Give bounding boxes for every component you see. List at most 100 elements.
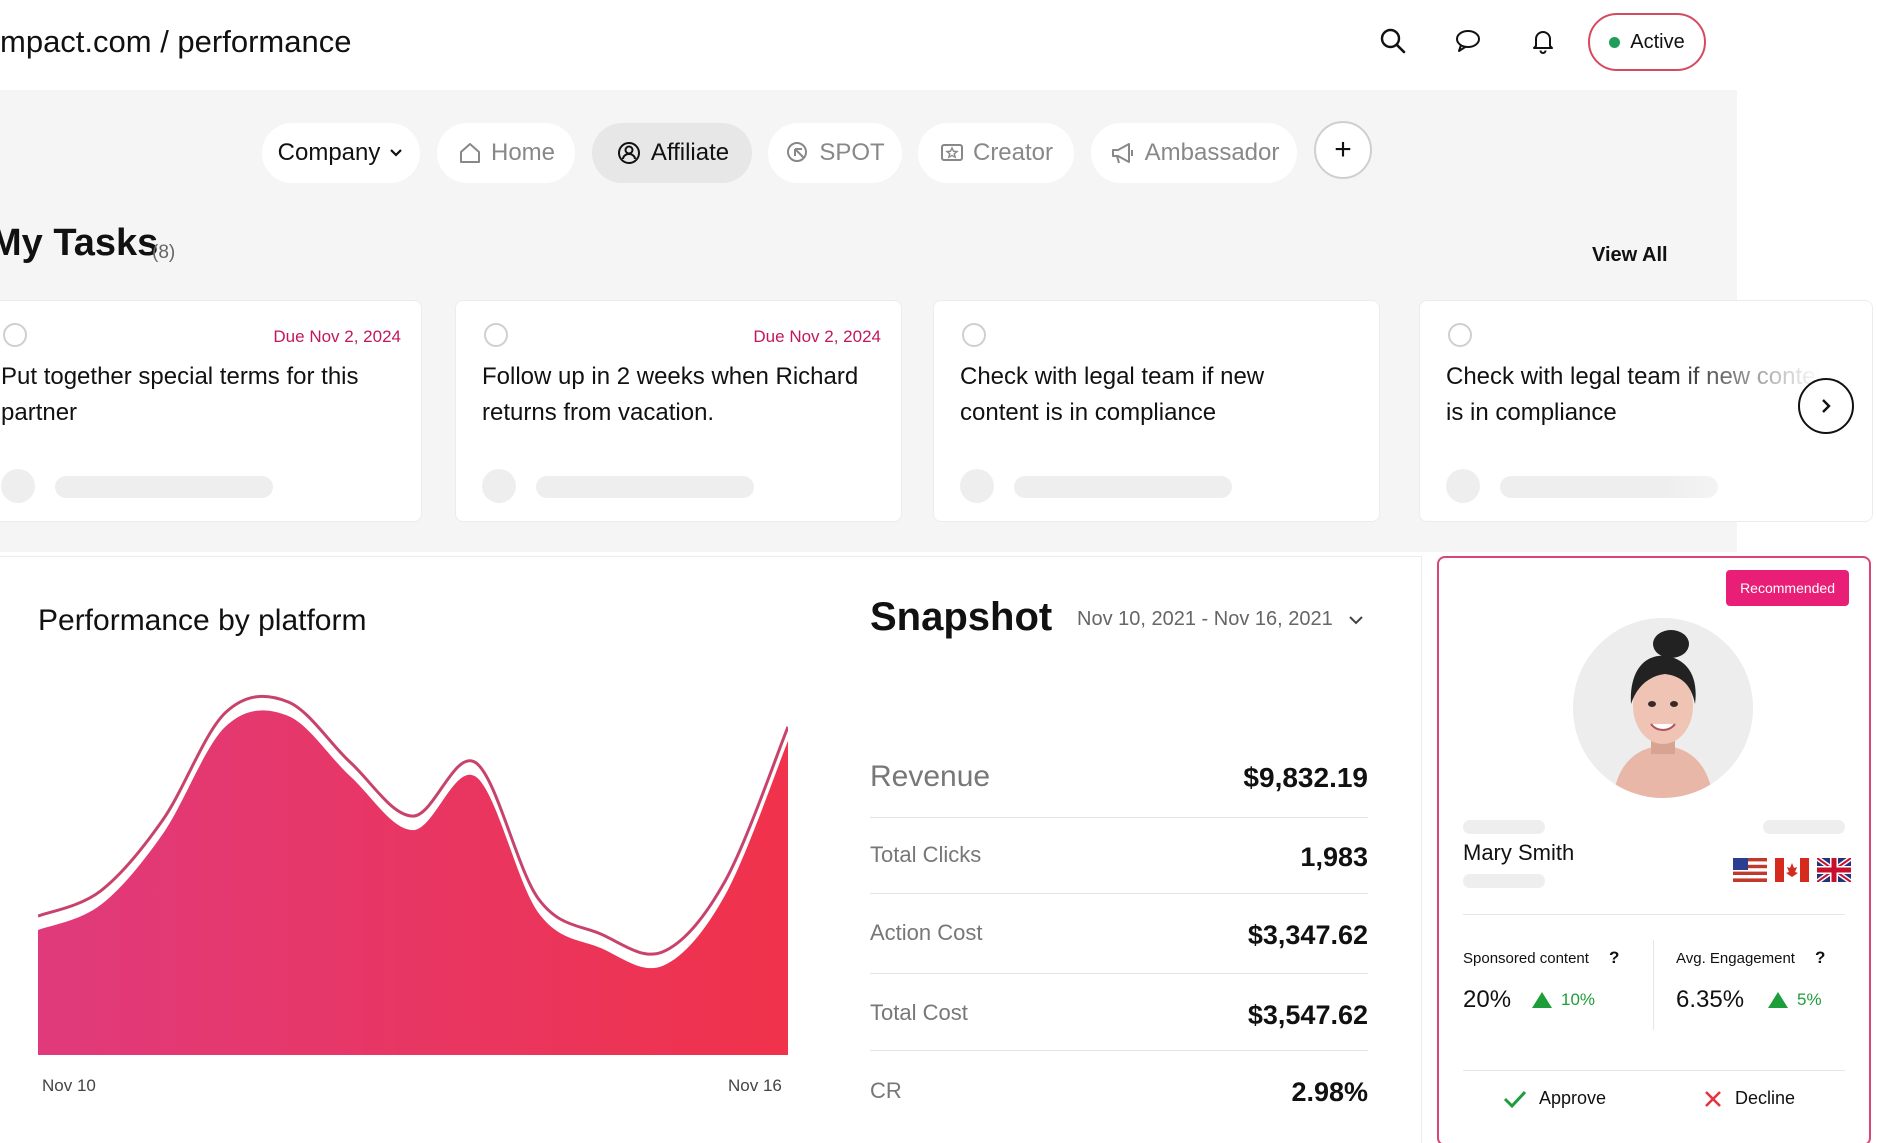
stat-label-engagement: Avg. Engagement ?	[1676, 948, 1825, 968]
task-due-date: Due Nov 2, 2024	[753, 327, 881, 346]
close-icon	[1705, 1090, 1721, 1107]
task-card[interactable]: Due Nov 2, 2024 Follow up in 2 weeks whe…	[455, 300, 902, 522]
stat-delta: 5%	[1767, 990, 1822, 1010]
add-tab-button[interactable]: +	[1314, 121, 1372, 179]
plus-icon: +	[1334, 133, 1352, 166]
date-range-dropdown[interactable]: Nov 10, 2021 - Nov 16, 2021	[1077, 608, 1365, 631]
creator-profile-card: Recommended Mary Smith	[1437, 556, 1871, 1143]
ca-flag-icon	[1775, 858, 1809, 882]
task-card[interactable]: Due Nov 2, 2024 Put together special ter…	[0, 300, 422, 522]
task-checkbox[interactable]	[484, 323, 508, 347]
task-text: Check with legal team if new content is …	[960, 363, 1265, 426]
metric-label: Total Cost	[870, 1000, 968, 1025]
chevron-right-icon	[1822, 399, 1831, 413]
chat-icon[interactable]	[1451, 24, 1485, 58]
stat-delta-value: 10%	[1561, 990, 1596, 1009]
chart-line	[38, 694, 788, 956]
affiliate-icon	[617, 142, 640, 164]
status-label: Active	[1630, 30, 1685, 53]
country-flags	[1733, 858, 1851, 882]
metric-label: Action Cost	[870, 920, 983, 945]
task-card[interactable]: Check with legal team if new content is …	[1419, 300, 1873, 522]
cursor-icon	[787, 142, 808, 162]
tab-home-label: Home	[490, 139, 556, 166]
metric-row-action-cost: Action Cost $3,347.62	[870, 894, 1368, 974]
uk-flag-icon	[1817, 858, 1851, 882]
avatar	[1573, 618, 1753, 798]
task-placeholder-bar	[536, 476, 754, 498]
tab-home[interactable]: Home	[437, 123, 575, 183]
metric-value: $9,832.19	[1243, 762, 1368, 793]
placeholder-bar	[1463, 874, 1545, 888]
company-label: Company	[277, 139, 381, 166]
status-toggle[interactable]: Active	[1588, 13, 1706, 71]
metric-row-total-clicks: Total Clicks 1,983	[870, 818, 1368, 894]
tab-ambassador-label: Ambassador	[1144, 139, 1280, 166]
date-range-label: Nov 10, 2021 - Nov 16, 2021	[1077, 608, 1333, 630]
snapshot-title: Snapshot	[870, 595, 1053, 639]
next-tasks-button[interactable]	[1798, 378, 1854, 434]
home-icon	[459, 143, 480, 163]
tab-ambassador[interactable]: Ambassador	[1091, 123, 1297, 183]
trend-up-icon	[1532, 992, 1552, 1008]
performance-title: Performance by platform	[38, 604, 367, 637]
top-header: mpact.com / performance Active	[0, 0, 1877, 90]
breadcrumb: mpact.com / performance	[0, 24, 352, 59]
creator-icon	[940, 144, 963, 161]
tab-spot[interactable]: SPOT	[768, 123, 902, 183]
stat-label-sponsored: Sponsored content ?	[1463, 948, 1619, 968]
approve-button[interactable]: Approve	[1503, 1088, 1606, 1109]
stat-delta-value: 5%	[1797, 990, 1822, 1009]
divider	[1463, 1070, 1845, 1071]
tab-affiliate[interactable]: Affiliate	[592, 123, 752, 183]
task-checkbox[interactable]	[962, 323, 986, 347]
task-card[interactable]: Check with legal team if new content is …	[933, 300, 1380, 522]
tab-affiliate-label: Affiliate	[650, 139, 730, 166]
task-placeholder-bar	[55, 476, 273, 498]
placeholder-bar	[1463, 820, 1545, 834]
task-checkbox[interactable]	[1448, 323, 1472, 347]
stat-delta: 10%	[1531, 990, 1595, 1010]
us-flag-icon	[1733, 858, 1767, 882]
decline-button[interactable]: Decline	[1703, 1088, 1795, 1109]
company-dropdown[interactable]: Company	[262, 123, 420, 183]
check-icon	[1503, 1090, 1527, 1108]
approve-label: Approve	[1539, 1088, 1607, 1108]
chevron-down-icon	[390, 149, 403, 157]
metric-value: $3,547.62	[1247, 1000, 1368, 1030]
tasks-title: My Tasks	[0, 222, 159, 264]
help-icon[interactable]: ?	[1608, 948, 1620, 967]
tab-creator[interactable]: Creator	[918, 123, 1074, 183]
task-checkbox[interactable]	[3, 323, 27, 347]
task-assignee-avatar	[960, 469, 994, 503]
creator-name: Mary Smith	[1463, 840, 1575, 865]
metric-value: 1,983	[1300, 842, 1368, 872]
help-icon[interactable]: ?	[1814, 948, 1826, 967]
placeholder-bar	[1763, 820, 1845, 834]
metric-label: CR	[870, 1078, 902, 1103]
bell-icon[interactable]	[1526, 24, 1560, 58]
stat-label-text: Avg. Engagement	[1676, 949, 1795, 967]
metric-label: Revenue	[870, 760, 991, 793]
chart-area	[38, 710, 788, 1055]
search-icon[interactable]	[1376, 24, 1410, 58]
person-portrait-icon	[1573, 618, 1753, 798]
recommended-badge: Recommended	[1726, 570, 1849, 606]
x-axis-end-label: Nov 16	[728, 1076, 782, 1095]
task-due-date: Due Nov 2, 2024	[273, 327, 401, 346]
decline-label: Decline	[1735, 1088, 1796, 1108]
metric-label: Total Clicks	[870, 842, 982, 867]
view-all-link[interactable]: View All	[1592, 244, 1668, 266]
trend-up-icon	[1768, 992, 1788, 1008]
tasks-count: (8)	[152, 242, 176, 263]
metric-value: 2.98%	[1291, 1077, 1368, 1107]
metric-value: $3,347.62	[1247, 920, 1368, 950]
metric-row-cr: CR 2.98%	[870, 1051, 1368, 1131]
status-dot-icon	[1609, 36, 1621, 48]
divider	[1463, 914, 1845, 915]
performance-area-chart	[38, 694, 788, 1055]
metric-row-revenue: Revenue $9,832.19	[870, 748, 1368, 818]
metric-row-total-cost: Total Cost $3,547.62	[870, 974, 1368, 1051]
task-placeholder-bar	[1014, 476, 1232, 498]
